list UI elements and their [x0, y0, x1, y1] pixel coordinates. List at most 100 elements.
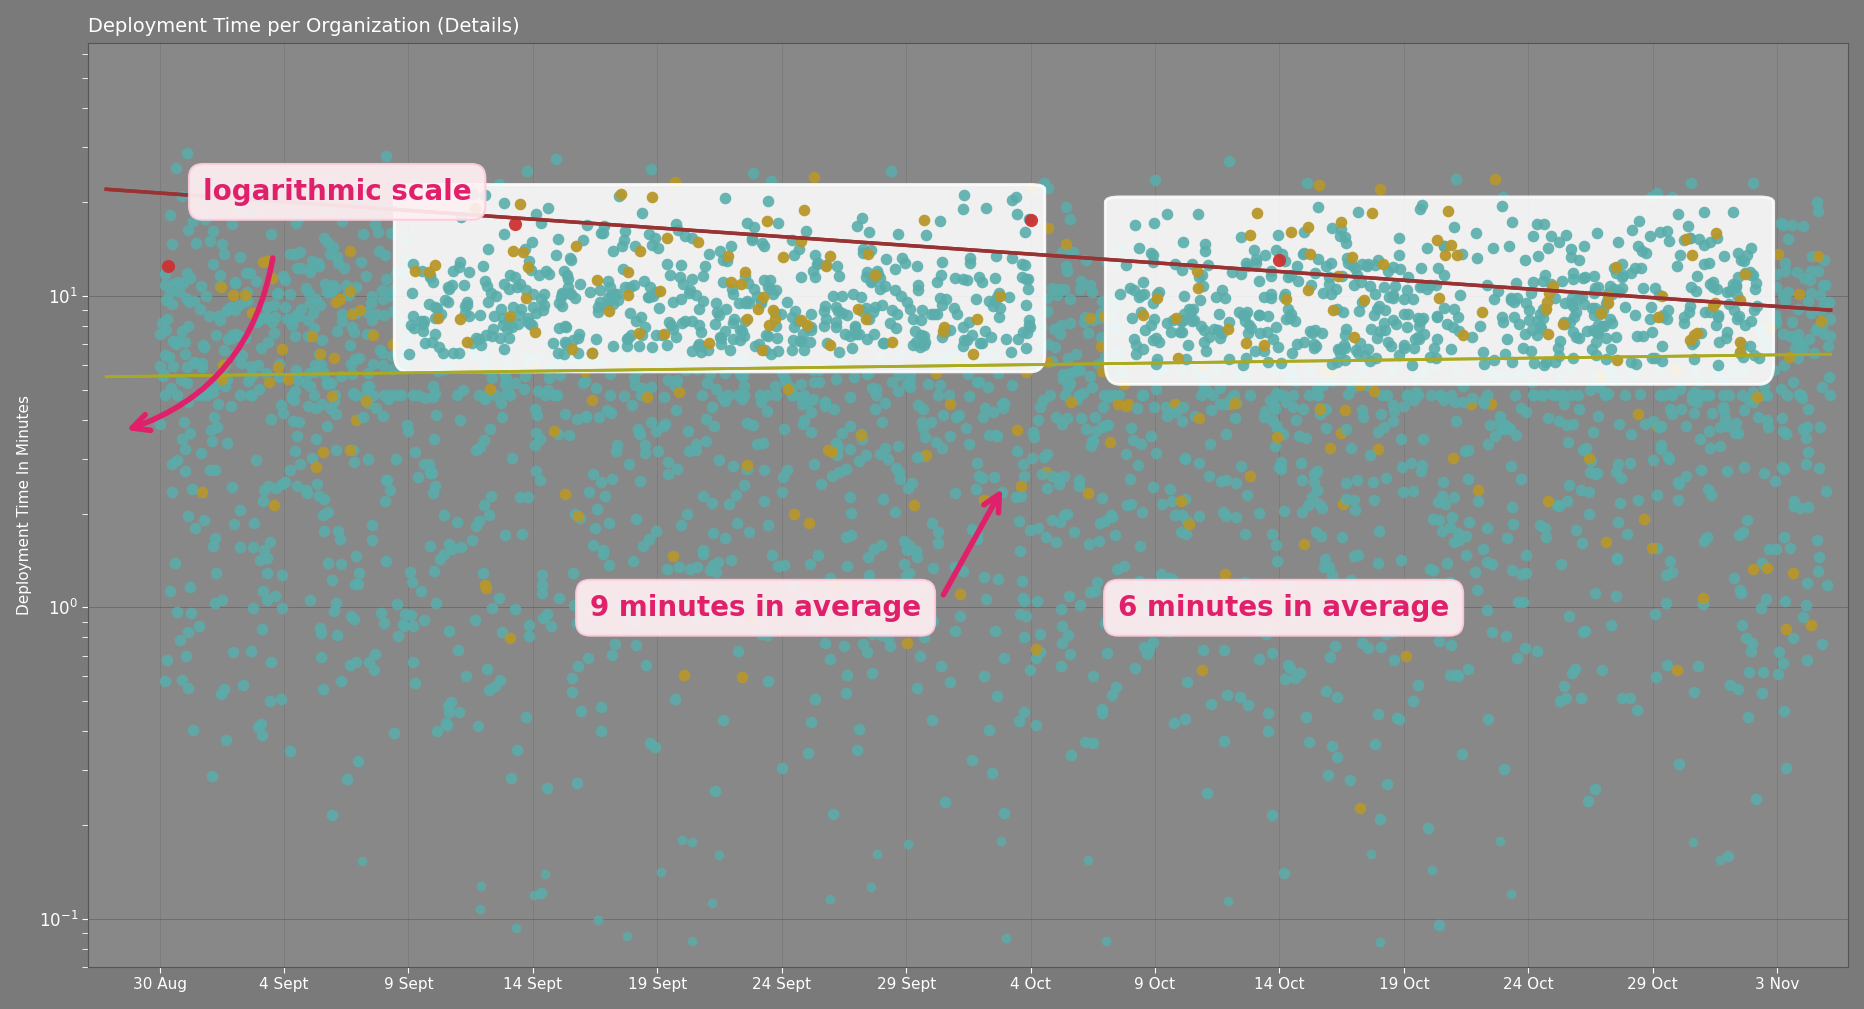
Point — [477, 328, 507, 344]
Point — [1111, 398, 1141, 414]
Point — [705, 329, 734, 345]
Point — [1178, 313, 1208, 329]
Point — [1074, 325, 1103, 341]
Point — [1338, 329, 1368, 345]
Point — [281, 478, 311, 494]
Point — [1797, 248, 1827, 264]
Point — [926, 329, 956, 345]
Point — [1251, 324, 1281, 340]
Point — [1007, 477, 1036, 493]
Point — [583, 409, 613, 425]
Point — [1624, 213, 1653, 229]
Point — [369, 387, 399, 404]
Point — [928, 323, 958, 339]
Point — [1508, 640, 1538, 656]
Point — [1528, 266, 1558, 283]
Point — [358, 662, 388, 678]
Point — [1722, 311, 1752, 327]
Point — [1594, 359, 1624, 375]
Point — [1804, 287, 1834, 303]
Point — [788, 202, 818, 218]
Point — [248, 254, 278, 270]
Point — [177, 605, 207, 622]
Point — [423, 310, 453, 326]
Point — [1389, 337, 1419, 353]
Point — [1021, 716, 1051, 733]
Point — [1614, 690, 1644, 706]
Point — [1478, 428, 1508, 444]
Point — [1131, 595, 1161, 611]
Point — [820, 319, 850, 335]
Point — [956, 327, 986, 343]
Point — [1014, 313, 1044, 329]
Point — [1775, 541, 1804, 557]
Point — [563, 345, 593, 361]
Point — [1530, 354, 1560, 370]
Point — [619, 238, 649, 254]
Point — [613, 456, 643, 472]
Point — [1722, 288, 1752, 304]
Point — [852, 549, 882, 565]
Point — [1799, 345, 1829, 361]
Point — [885, 346, 915, 362]
Point — [1025, 327, 1055, 343]
Point — [878, 302, 908, 318]
Point — [198, 256, 227, 272]
Point — [1273, 603, 1303, 620]
Point — [1077, 433, 1107, 449]
Point — [222, 326, 252, 342]
Point — [1553, 476, 1583, 492]
Point — [278, 413, 308, 429]
Point — [1653, 553, 1683, 569]
Point — [378, 304, 408, 320]
Point — [757, 345, 787, 361]
Point — [796, 713, 826, 730]
Point — [332, 286, 362, 302]
Point — [891, 635, 921, 651]
Point — [705, 452, 734, 468]
Point — [712, 253, 742, 269]
Point — [576, 345, 606, 361]
Point — [708, 712, 738, 728]
Point — [377, 348, 406, 364]
Point — [287, 301, 317, 317]
Point — [906, 414, 936, 430]
Point — [953, 314, 982, 330]
Point — [641, 423, 671, 439]
Point — [1243, 272, 1273, 289]
Point — [548, 285, 578, 301]
Point — [1340, 471, 1370, 487]
Point — [766, 306, 796, 322]
Point — [1791, 456, 1821, 472]
Point — [1601, 551, 1631, 567]
Point — [518, 299, 548, 315]
Point — [494, 267, 524, 284]
Point — [1404, 387, 1433, 404]
Point — [723, 295, 753, 311]
Point — [1376, 362, 1405, 378]
Point — [1543, 234, 1573, 250]
Point — [565, 275, 595, 292]
Point — [1200, 361, 1230, 377]
Point — [1161, 310, 1191, 326]
Point — [1648, 387, 1678, 404]
Point — [246, 715, 276, 732]
Point — [490, 371, 520, 387]
Point — [1001, 189, 1031, 205]
Point — [1254, 393, 1284, 409]
Point — [1728, 364, 1758, 380]
Point — [1344, 377, 1374, 394]
Point — [171, 359, 201, 375]
Point — [1025, 627, 1055, 643]
Point — [738, 219, 768, 235]
Point — [1081, 355, 1111, 371]
Point — [1657, 387, 1687, 404]
Point — [1601, 329, 1631, 345]
Point — [459, 347, 488, 363]
Point — [1543, 693, 1573, 709]
Point — [925, 290, 954, 306]
Point — [1281, 313, 1310, 329]
Point — [487, 396, 516, 412]
Point — [371, 472, 401, 488]
Point — [358, 326, 388, 342]
